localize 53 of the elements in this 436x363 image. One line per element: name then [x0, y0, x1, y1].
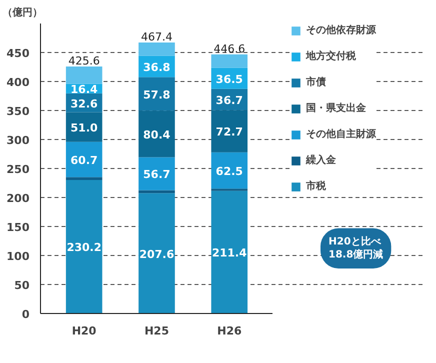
- y-tick-label: 300: [6, 134, 30, 147]
- data-label: 16.4: [70, 83, 98, 96]
- bar: [138, 190, 175, 194]
- data-label: 80.4: [143, 128, 171, 142]
- data-label: 51.0: [70, 122, 98, 135]
- data-label: 207.6: [139, 248, 174, 261]
- data-label: 36.7: [216, 94, 243, 108]
- y-tick-label: 150: [6, 221, 30, 234]
- data-label: 62.5: [216, 164, 243, 178]
- data-label: 72.7: [216, 126, 243, 139]
- data-label: 56.7: [143, 168, 170, 182]
- legend-label: 市税: [306, 179, 326, 193]
- data-label: 57.8: [143, 88, 170, 102]
- legend-label: 国・県支出金: [306, 102, 366, 115]
- bar: [138, 42, 175, 56]
- legend-label: その他自主財源: [306, 127, 376, 141]
- y-tick-label: 250: [6, 163, 30, 176]
- legend-label: 市債: [306, 75, 326, 89]
- legend-label: その他依存財源: [306, 24, 376, 37]
- bar: [138, 110, 175, 158]
- data-label: 211.4: [212, 246, 248, 260]
- data-label: 60.7: [70, 154, 98, 167]
- bar: [66, 180, 102, 314]
- y-tick-label: 400: [6, 76, 30, 89]
- bar: [138, 77, 175, 111]
- x-tick-label: H25: [144, 324, 169, 338]
- bar: [211, 190, 248, 314]
- data-label: 230.2: [66, 241, 102, 254]
- x-tick-label: H26: [217, 324, 242, 338]
- total-label: 446.6: [214, 42, 246, 56]
- total-label: 425.6: [68, 54, 100, 68]
- total-label: 467.4: [140, 30, 172, 44]
- y-tick-label: 100: [6, 250, 30, 263]
- bar: [138, 193, 175, 314]
- data-label: 36.5: [216, 72, 243, 86]
- legend-label: 繰入金: [306, 154, 336, 167]
- bar: [66, 66, 102, 84]
- y-tick-label: 350: [6, 105, 30, 118]
- text: H20と比べ 18.8億円減: [328, 235, 384, 260]
- y-tick-label: 450: [6, 47, 30, 60]
- bar: [211, 110, 248, 152]
- bar: [66, 177, 102, 180]
- x-tick-label: H20: [72, 324, 97, 338]
- bar: [211, 54, 248, 68]
- y-tick-label: 200: [6, 192, 30, 205]
- y-axis-title: （億円）: [2, 6, 42, 18]
- y-tick-label: 0: [22, 308, 30, 321]
- data-label: 32.6: [70, 97, 98, 110]
- legend-label: 地方交付税: [306, 49, 356, 63]
- y-tick-label: 50: [14, 279, 30, 292]
- bar: [211, 152, 248, 189]
- bar: [138, 157, 175, 190]
- data-label: 36.8: [143, 60, 170, 74]
